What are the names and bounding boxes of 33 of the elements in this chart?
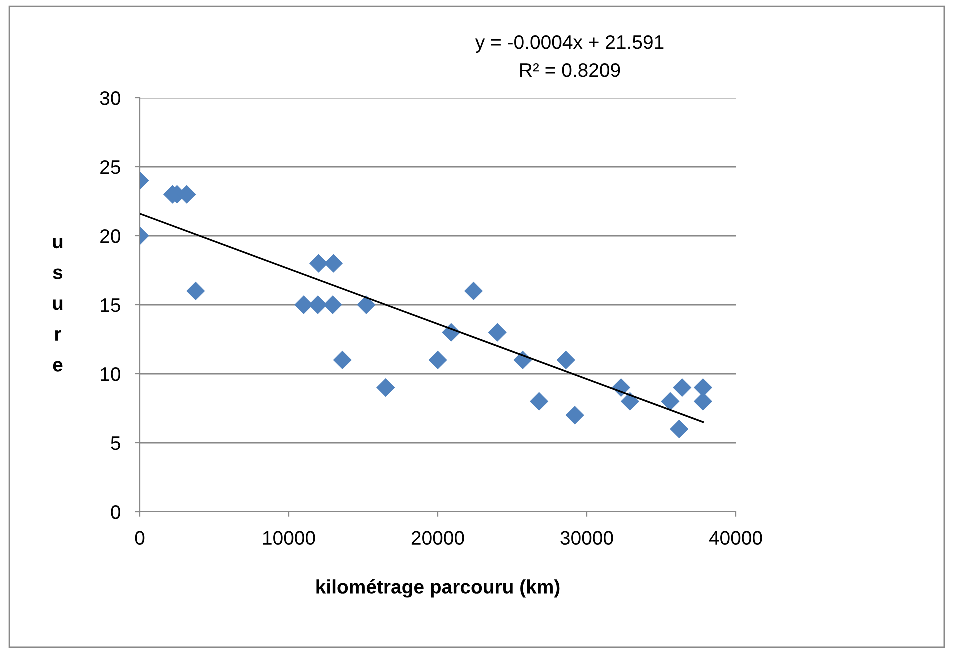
point: [464, 282, 484, 301]
x-axis-title: kilométrage parcouru (km): [316, 579, 560, 598]
x-tick-label: 20000: [412, 531, 464, 546]
y-tick-label: 10: [101, 367, 120, 382]
point: [556, 350, 576, 370]
point: [670, 420, 689, 439]
point: [333, 350, 352, 370]
y-tick-label: 15: [101, 298, 120, 312]
point: [376, 378, 396, 398]
point: [673, 378, 692, 398]
point: [324, 296, 342, 314]
y-axis-title: usure: [53, 238, 63, 372]
point: [324, 254, 344, 273]
point: [309, 254, 328, 273]
point: [186, 282, 206, 301]
point: [530, 392, 549, 411]
point: [661, 392, 680, 411]
x-tick-label: 40000: [709, 531, 762, 546]
y-tick-label: 0: [111, 505, 120, 520]
point: [357, 296, 376, 314]
text: R² = 0.8209: [520, 63, 620, 78]
y-tick-label: 5: [111, 436, 120, 450]
x-tick-label: 0: [135, 531, 145, 546]
point: [566, 406, 584, 425]
point: [428, 350, 448, 370]
y-tick-label: 30: [100, 91, 120, 106]
x-tick-label: 30000: [560, 531, 614, 546]
point: [620, 392, 640, 411]
point: [488, 323, 507, 342]
text: y = -0.0004x + 21.591: [475, 35, 664, 54]
x-tick-label: 10000: [263, 531, 316, 546]
y-tick-label: 20: [100, 229, 120, 244]
y-tick-label: 25: [100, 160, 120, 174]
